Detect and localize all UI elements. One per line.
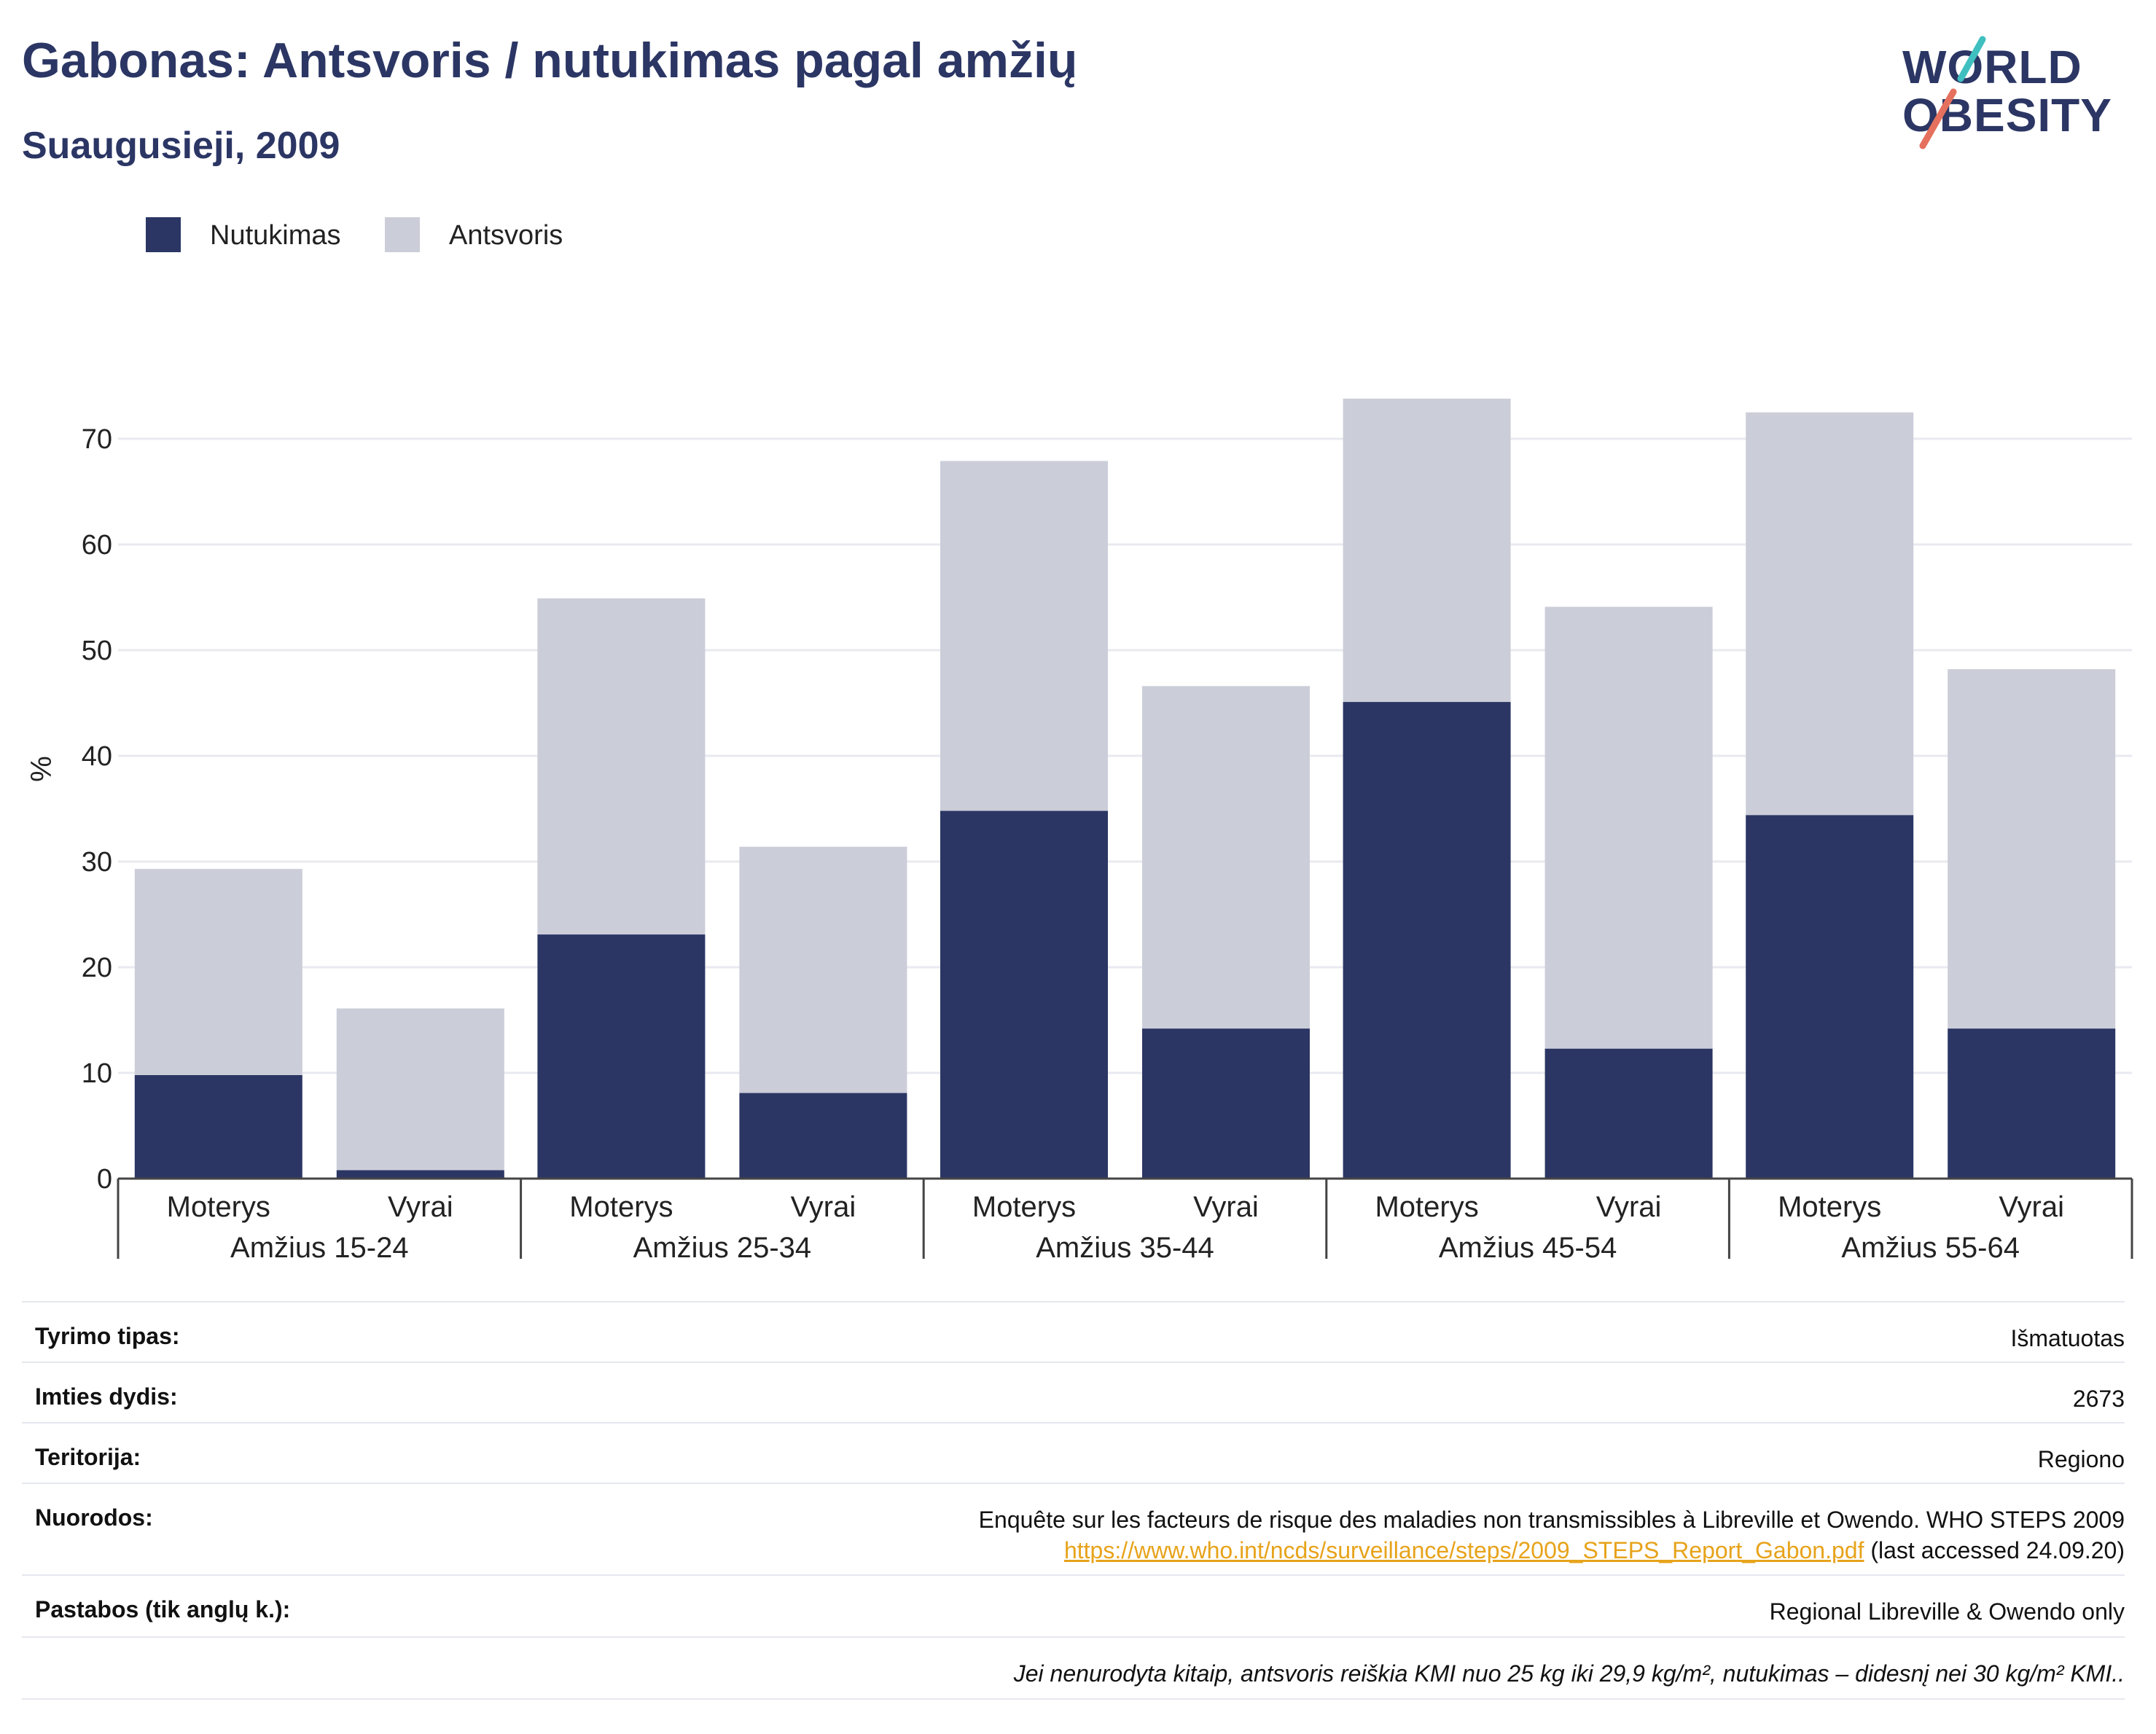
info-value: Išmatuotas xyxy=(2010,1325,2125,1351)
bar-nutukimas-vyrai-5 xyxy=(1948,1028,2116,1179)
bar-antsvoris-vyrai-4 xyxy=(1544,606,1713,1049)
x-subcategory-label: Moterys xyxy=(1375,1191,1478,1223)
bar-nutukimas-moterys-4 xyxy=(1343,702,1511,1179)
x-subcategory-label: Vyrai xyxy=(1193,1191,1259,1223)
reference-link[interactable]: https://www.who.int/ncds/surveillance/st… xyxy=(1063,1537,1864,1563)
reference-link-line: https://www.who.int/ncds/surveillance/st… xyxy=(979,1535,2125,1566)
x-group-label: Amžius 55-64 xyxy=(1841,1232,2020,1264)
info-value: Regiono xyxy=(2037,1446,2125,1472)
info-label: Tyrimo tipas: xyxy=(35,1323,180,1349)
info-label: Nuorodos: xyxy=(35,1504,153,1531)
x-group-label: Amžius 35-44 xyxy=(1036,1232,1214,1264)
bar-antsvoris-vyrai-2 xyxy=(739,846,907,1093)
x-subcategory-label: Moterys xyxy=(1778,1191,1881,1223)
y-tick-label: 20 xyxy=(82,953,112,983)
world-obesity-logo: WORLD OBESITY xyxy=(1902,22,2143,153)
bar-nutukimas-moterys-3 xyxy=(940,811,1108,1179)
bar-nutukimas-vyrai-1 xyxy=(336,1170,504,1179)
info-label: Teritorija: xyxy=(35,1444,141,1470)
bar-nutukimas-moterys-2 xyxy=(537,934,706,1179)
y-tick-label: 0 xyxy=(97,1164,112,1195)
bar-antsvoris-moterys-1 xyxy=(134,869,302,1075)
info-row-territory: Teritorija: Regiono xyxy=(22,1422,2125,1483)
bar-antsvoris-moterys-3 xyxy=(940,461,1108,811)
bar-nutukimas-moterys-1 xyxy=(134,1074,302,1179)
info-label: Imties dydis: xyxy=(35,1383,178,1410)
info-row-notes: Pastabos (tik anglų k.): Regional Librev… xyxy=(22,1574,2125,1636)
info-value: Regional Libreville & Owendo only xyxy=(1769,1598,2125,1625)
chart-subtitle: Suaugusieji, 2009 xyxy=(22,125,340,167)
logo-slash-icon xyxy=(1919,36,1986,149)
reference-accessed: (last accessed 24.09.20) xyxy=(1864,1537,2125,1563)
x-group-label: Amžius 45-54 xyxy=(1439,1232,1617,1264)
bar-nutukimas-vyrai-2 xyxy=(739,1093,907,1179)
y-tick-label: 50 xyxy=(82,636,112,666)
bar-chart: 0 10 20 30 40 50 60 70% Moterys Vyrai Amžius 15-24… xyxy=(26,398,2133,1264)
info-row-survey-type: Tyrimo tipas: Išmatuotas xyxy=(22,1301,2125,1362)
y-tick-label: 10 xyxy=(82,1058,112,1089)
legend-label-nutukimas: Nutukimas xyxy=(210,220,341,251)
x-subcategory-label: Moterys xyxy=(167,1191,270,1223)
info-value: 2673 xyxy=(2072,1386,2125,1412)
bar-antsvoris-vyrai-5 xyxy=(1948,669,2116,1029)
y-tick-label: 70 xyxy=(82,424,112,455)
x-group-label: Amžius 15-24 xyxy=(230,1232,409,1264)
y-tick-label: 40 xyxy=(82,741,112,772)
x-subcategory-label: Vyrai xyxy=(1999,1191,2064,1223)
info-value-references: Enquête sur les facteurs de risque des m… xyxy=(979,1504,2125,1566)
chart-title: Gabonas: Antsvoris / nutukimas pagal amž… xyxy=(22,33,1078,88)
y-tick-label: 60 xyxy=(82,530,112,561)
definition-footnote: Jei nenurodyta kitaip, antsvoris reiškia… xyxy=(1013,1660,2125,1687)
x-subcategory-label: Vyrai xyxy=(388,1191,453,1223)
y-axis-label: % xyxy=(26,756,58,782)
legend-swatch-nutukimas xyxy=(146,217,181,252)
reference-text: Enquête sur les facteurs de risque des m… xyxy=(978,1507,2125,1533)
bar-antsvoris-moterys-4 xyxy=(1343,398,1511,703)
bar-antsvoris-vyrai-3 xyxy=(1142,686,1310,1029)
info-label: Pastabos (tik anglų k.): xyxy=(35,1596,291,1622)
info-row-sample-size: Imties dydis: 2673 xyxy=(22,1362,2125,1422)
bar-antsvoris-moterys-2 xyxy=(537,598,706,935)
x-subcategory-label: Vyrai xyxy=(791,1191,856,1223)
bar-antsvoris-moterys-5 xyxy=(1746,412,1914,816)
bar-nutukimas-vyrai-3 xyxy=(1142,1028,1310,1179)
legend-swatch-antsvoris xyxy=(385,217,420,252)
x-subcategory-label: Moterys xyxy=(569,1191,673,1223)
bar-nutukimas-moterys-5 xyxy=(1746,815,1914,1179)
info-row-footnote: Jei nenurodyta kitaip, antsvoris reiškia… xyxy=(22,1636,2125,1700)
bar-antsvoris-vyrai-1 xyxy=(336,1008,504,1171)
x-group-label: Amžius 25-34 xyxy=(633,1232,812,1264)
info-table: Tyrimo tipas: Išmatuotas Imties dydis: 2… xyxy=(22,1301,2125,1700)
legend-label-antsvoris: Antsvoris xyxy=(449,220,563,251)
info-row-references: Nuorodos: Enquête sur les facteurs de ri… xyxy=(22,1483,2125,1574)
logo-text-world: WORLD xyxy=(1902,41,2082,93)
bar-nutukimas-vyrai-4 xyxy=(1544,1048,1713,1179)
x-subcategory-label: Moterys xyxy=(972,1191,1076,1223)
y-tick-label: 30 xyxy=(82,847,112,878)
x-subcategory-label: Vyrai xyxy=(1596,1191,1662,1223)
